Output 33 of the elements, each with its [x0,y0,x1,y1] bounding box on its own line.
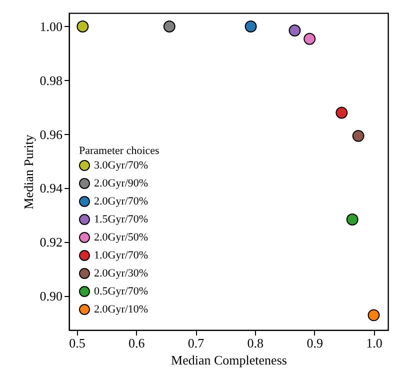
point [352,130,364,142]
x-tick-label: 0.7 [188,336,205,350]
y-axis-title: Median Purity [20,134,36,210]
legend-title: Parameter choices [79,145,160,157]
x-axis-title: Median Completeness [171,352,287,368]
point [288,24,301,36]
legend-label: 2.0Gyr/90% [94,178,148,190]
point [76,20,89,32]
y-tick-label: 0.96 [40,126,63,142]
y-tick-label: 0.94 [40,180,63,196]
y-tick-label: 0.98 [40,72,62,88]
x-tick-label: 0.9 [306,336,323,350]
legend-label: 2.0Gyr/70% [94,196,148,208]
point [304,32,316,45]
legend-label: 3.0Gyr/70% [94,160,148,172]
legend-label: 2.0Gyr/50% [94,232,148,244]
y-tick-label: 0.90 [40,288,62,304]
point [163,20,176,32]
point [336,106,348,119]
legend-label: 1.0Gyr/70% [94,250,148,262]
legend-label: 1.5Gyr/70% [94,214,148,226]
point [244,20,257,32]
point [346,214,358,226]
y-tick-label: 0.92 [40,234,62,250]
y-tick-label: 1.00 [40,18,62,34]
legend-label: 2.0Gyr/10% [94,304,148,316]
x-tick-label: 0.6 [128,336,146,350]
x-tick-label: 0.5 [69,336,86,350]
legend-label: 2.0Gyr/30% [94,268,148,280]
x-tick-label: 0.8 [247,336,264,350]
point [368,309,380,322]
x-tick-label: 1.0 [366,336,382,350]
legend-label: 0.5Gyr/70% [94,286,148,298]
